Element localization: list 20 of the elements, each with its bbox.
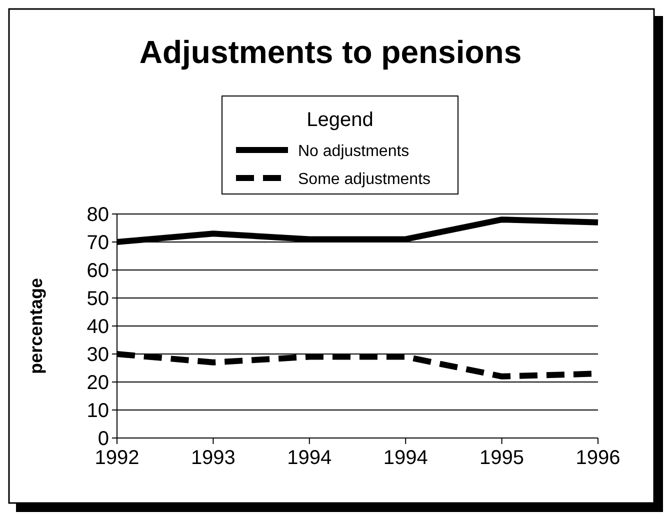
y-tick-label: 70	[86, 232, 109, 254]
x-tick-label: 1992	[94, 447, 140, 469]
y-tick-label: 30	[86, 344, 109, 366]
y-tick-label: 40	[86, 316, 109, 338]
y-axis-title: percentage	[26, 278, 46, 374]
chart-title: Adjustments to pensions	[139, 34, 522, 70]
legend-label: Some adjustments	[298, 171, 431, 188]
y-tick-label: 20	[86, 372, 109, 394]
y-tick-label: 0	[98, 428, 109, 450]
x-tick-label: 1994	[383, 447, 428, 469]
x-tick-label: 1996	[576, 447, 620, 469]
legend-title: Legend	[306, 109, 374, 131]
y-tick-label: 80	[86, 204, 109, 226]
x-tick-label: 1993	[190, 447, 236, 469]
y-tick-label: 50	[86, 288, 109, 310]
y-tick-label: 60	[86, 260, 109, 282]
legend-label: No adjustments	[298, 143, 410, 160]
y-tick-label: 10	[86, 400, 109, 422]
x-tick-label: 1994	[287, 447, 332, 469]
x-tick-label: 1995	[480, 447, 524, 469]
